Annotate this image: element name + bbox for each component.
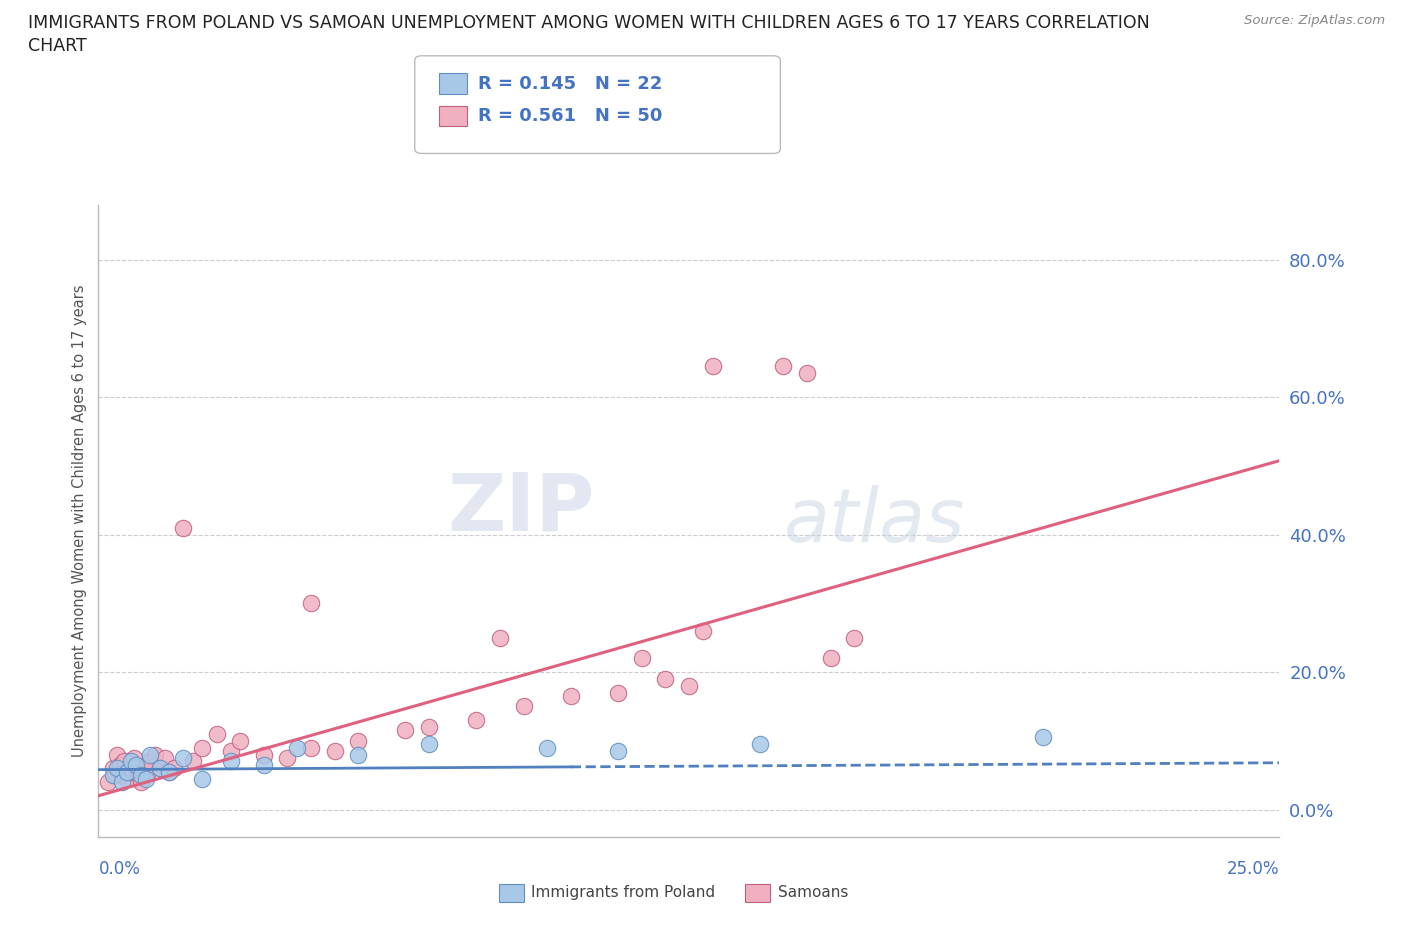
Point [101, 767, 124, 782]
Text: atlas: atlas [783, 485, 965, 557]
Point [125, 761, 148, 776]
Point [489, 631, 512, 645]
Text: Source: ZipAtlas.com: Source: ZipAtlas.com [1244, 14, 1385, 27]
Point [129, 775, 152, 790]
Text: 0.0%: 0.0% [98, 860, 141, 878]
Point [118, 761, 141, 776]
Point [157, 764, 180, 779]
Point [536, 740, 558, 755]
Y-axis label: Unemployment Among Women with Children Ages 6 to 17 years: Unemployment Among Women with Children A… [72, 285, 87, 757]
Point [253, 757, 276, 772]
Point [149, 761, 172, 776]
Point [205, 726, 228, 741]
Point [139, 747, 162, 762]
Text: CHART: CHART [28, 37, 87, 55]
Point [253, 747, 276, 762]
Text: R = 0.561   N = 50: R = 0.561 N = 50 [478, 107, 662, 126]
Point [163, 761, 186, 776]
Point [136, 764, 159, 779]
Point [153, 751, 176, 765]
Point [630, 651, 652, 666]
Point [125, 757, 148, 772]
Point [347, 734, 370, 749]
Point [191, 740, 214, 755]
Point [299, 596, 322, 611]
Point [276, 751, 298, 765]
Point [692, 623, 714, 638]
Point [796, 365, 818, 380]
Point [748, 737, 770, 751]
Point [135, 757, 157, 772]
Point [181, 754, 204, 769]
Point [143, 747, 166, 762]
Point [97, 775, 120, 790]
Point [394, 723, 416, 737]
Point [112, 754, 135, 769]
Point [128, 767, 150, 782]
Text: R = 0.145   N = 22: R = 0.145 N = 22 [478, 74, 662, 93]
Point [465, 712, 488, 727]
Point [702, 359, 724, 374]
Point [105, 761, 128, 776]
Point [172, 520, 194, 535]
Point [772, 359, 794, 374]
Point [105, 747, 128, 762]
Text: IMMIGRANTS FROM POLAND VS SAMOAN UNEMPLOYMENT AMONG WOMEN WITH CHILDREN AGES 6 T: IMMIGRANTS FROM POLAND VS SAMOAN UNEMPLO… [28, 14, 1150, 32]
Point [607, 744, 630, 759]
Point [191, 771, 214, 786]
Text: Immigrants from Poland: Immigrants from Poland [531, 885, 716, 900]
Point [820, 651, 842, 666]
Text: ZIP: ZIP [447, 469, 595, 547]
Point [157, 764, 180, 779]
Point [418, 720, 440, 735]
Point [512, 699, 534, 714]
Point [129, 767, 152, 782]
Text: Samoans: Samoans [778, 885, 848, 900]
Point [560, 688, 582, 703]
Point [115, 771, 138, 786]
Point [1032, 730, 1054, 745]
Point [101, 761, 124, 776]
Point [219, 754, 242, 769]
Point [122, 751, 145, 765]
Point [285, 740, 308, 755]
Point [135, 771, 157, 786]
Point [149, 761, 172, 776]
Point [678, 678, 700, 693]
Point [607, 685, 630, 700]
Point [111, 775, 134, 790]
Point [229, 734, 252, 749]
Point [121, 754, 143, 769]
Point [115, 764, 138, 779]
Point [139, 754, 162, 769]
Point [347, 747, 370, 762]
Point [108, 757, 131, 772]
Point [219, 744, 242, 759]
Point [844, 631, 866, 645]
Point [172, 751, 194, 765]
Point [104, 767, 127, 782]
Point [299, 740, 322, 755]
Point [121, 764, 143, 779]
Point [111, 767, 134, 782]
Point [654, 671, 676, 686]
Point [323, 744, 346, 759]
Point [418, 737, 440, 751]
Text: 25.0%: 25.0% [1227, 860, 1279, 878]
